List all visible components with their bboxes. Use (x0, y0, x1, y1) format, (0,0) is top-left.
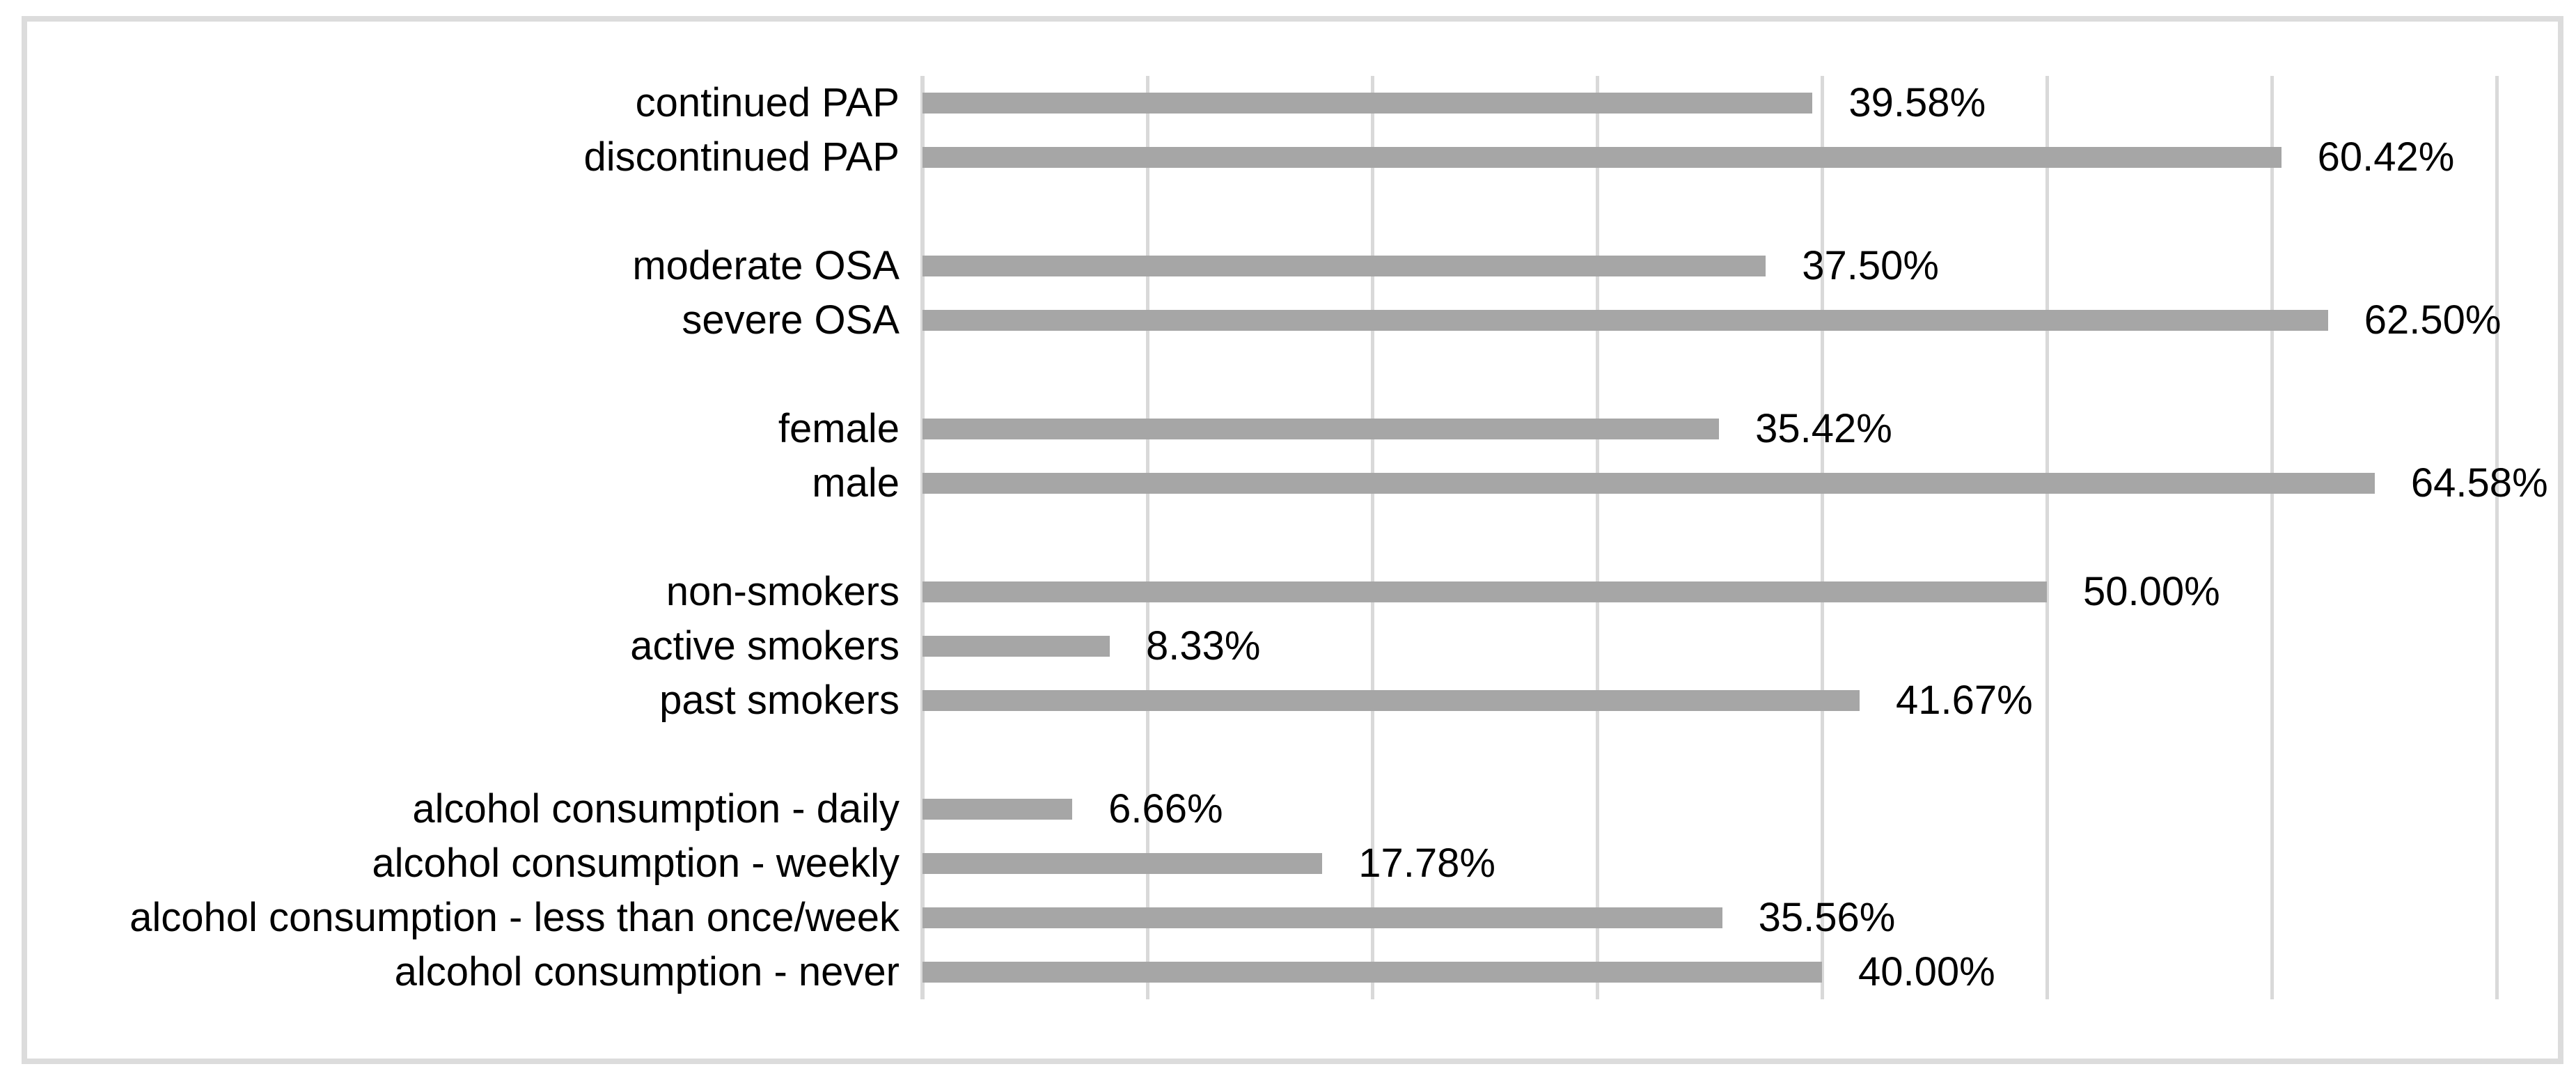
plot-gridlines (920, 76, 2499, 999)
bar[interactable] (922, 907, 1722, 928)
category-label: alcohol consumption - daily (412, 786, 900, 831)
bar-track: 60.42% (922, 130, 2497, 185)
category-axis-line (920, 76, 925, 999)
category-label: continued PAP (635, 80, 900, 125)
chart-row: discontinued PAP 60.42% (28, 130, 2497, 185)
bar[interactable] (922, 93, 1813, 114)
category-label: non-smokers (666, 569, 900, 614)
chart-row: active smokers 8.33% (28, 619, 2497, 673)
category-label: severe OSA (682, 297, 900, 343)
gridline (2045, 76, 2049, 999)
value-label: 60.42% (2317, 134, 2455, 180)
chart-row: male 64.58% (28, 456, 2548, 510)
bar[interactable] (922, 581, 2047, 602)
bar[interactable] (922, 310, 2328, 331)
category-label: male (812, 460, 900, 506)
bar-track (922, 185, 2497, 239)
bar[interactable] (922, 690, 1860, 711)
category-label: alcohol consumption - less than once/wee… (129, 895, 900, 940)
bar-track: 6.66% (922, 782, 2497, 836)
bar-track: 8.33% (922, 619, 2497, 673)
bar-track: 35.42% (922, 402, 2497, 456)
bar-track (922, 510, 2497, 565)
bar-track: 37.50% (922, 239, 2497, 293)
value-label: 17.78% (1358, 841, 1495, 886)
bar[interactable] (922, 799, 1073, 820)
bar-track: 64.58% (922, 456, 2548, 510)
chart-row: severe OSA 62.50% (28, 293, 2501, 347)
bar-track: 39.58% (922, 76, 2497, 130)
value-label: 50.00% (2083, 569, 2220, 614)
bar[interactable] (922, 256, 1766, 276)
value-label: 62.50% (2364, 297, 2502, 343)
bar[interactable] (922, 473, 2375, 494)
chart-row: alcohol consumption - never 40.00% (28, 945, 2497, 999)
bar-track: 17.78% (922, 836, 2497, 891)
bar[interactable] (922, 419, 1720, 439)
bar-track: 35.56% (922, 891, 2497, 945)
chart-row: non-smokers 50.00% (28, 565, 2497, 619)
spacer-row (28, 728, 2497, 782)
category-label: discontinued PAP (583, 134, 900, 180)
spacer-row (28, 185, 2497, 239)
category-label: female (778, 406, 900, 451)
category-label: alcohol consumption - never (394, 949, 900, 994)
spacer-row (28, 347, 2497, 402)
value-label: 37.50% (1802, 243, 1939, 288)
bar-track: 62.50% (922, 293, 2501, 347)
chart-border-frame (22, 16, 2563, 1064)
bar-track: 50.00% (922, 565, 2497, 619)
value-label: 41.67% (1895, 678, 2033, 723)
value-label: 35.42% (1755, 406, 1892, 451)
gridline (1146, 76, 1149, 999)
value-label: 40.00% (1858, 949, 1995, 994)
chart-row: alcohol consumption - daily 6.66% (28, 782, 2497, 836)
bar[interactable] (922, 853, 1323, 874)
gridline (1821, 76, 1824, 999)
gridline (1596, 76, 1599, 999)
bar[interactable] (922, 147, 2282, 168)
bar-track: 41.67% (922, 673, 2497, 728)
value-label: 6.66% (1108, 786, 1223, 831)
chart-row: moderate OSA 37.50% (28, 239, 2497, 293)
value-label: 39.58% (1848, 80, 1986, 125)
value-label: 35.56% (1758, 895, 1896, 940)
chart-row: female 35.42% (28, 402, 2497, 456)
gridline (2270, 76, 2274, 999)
chart-row: continued PAP 39.58% (28, 76, 2497, 130)
category-label: moderate OSA (632, 243, 900, 288)
bar-track (922, 728, 2497, 782)
bar-track: 40.00% (922, 945, 2497, 999)
category-label: alcohol consumption - weekly (372, 841, 900, 886)
value-label: 64.58% (2410, 460, 2548, 506)
bar-track (922, 347, 2497, 402)
category-label: active smokers (630, 623, 900, 669)
bar[interactable] (922, 962, 1822, 983)
bar[interactable] (922, 636, 1110, 657)
chart-row: alcohol consumption - less than once/wee… (28, 891, 2497, 945)
bar-chart-plot-area: continued PAP 39.58% discontinued PAP 60.42… (28, 76, 2548, 999)
spacer-row (28, 510, 2497, 565)
category-label: past smokers (659, 678, 900, 723)
gridline (1371, 76, 1374, 999)
gridline (2495, 76, 2499, 999)
chart-row: alcohol consumption - weekly 17.78% (28, 836, 2497, 891)
value-label: 8.33% (1146, 623, 1261, 669)
chart-row: past smokers 41.67% (28, 673, 2497, 728)
